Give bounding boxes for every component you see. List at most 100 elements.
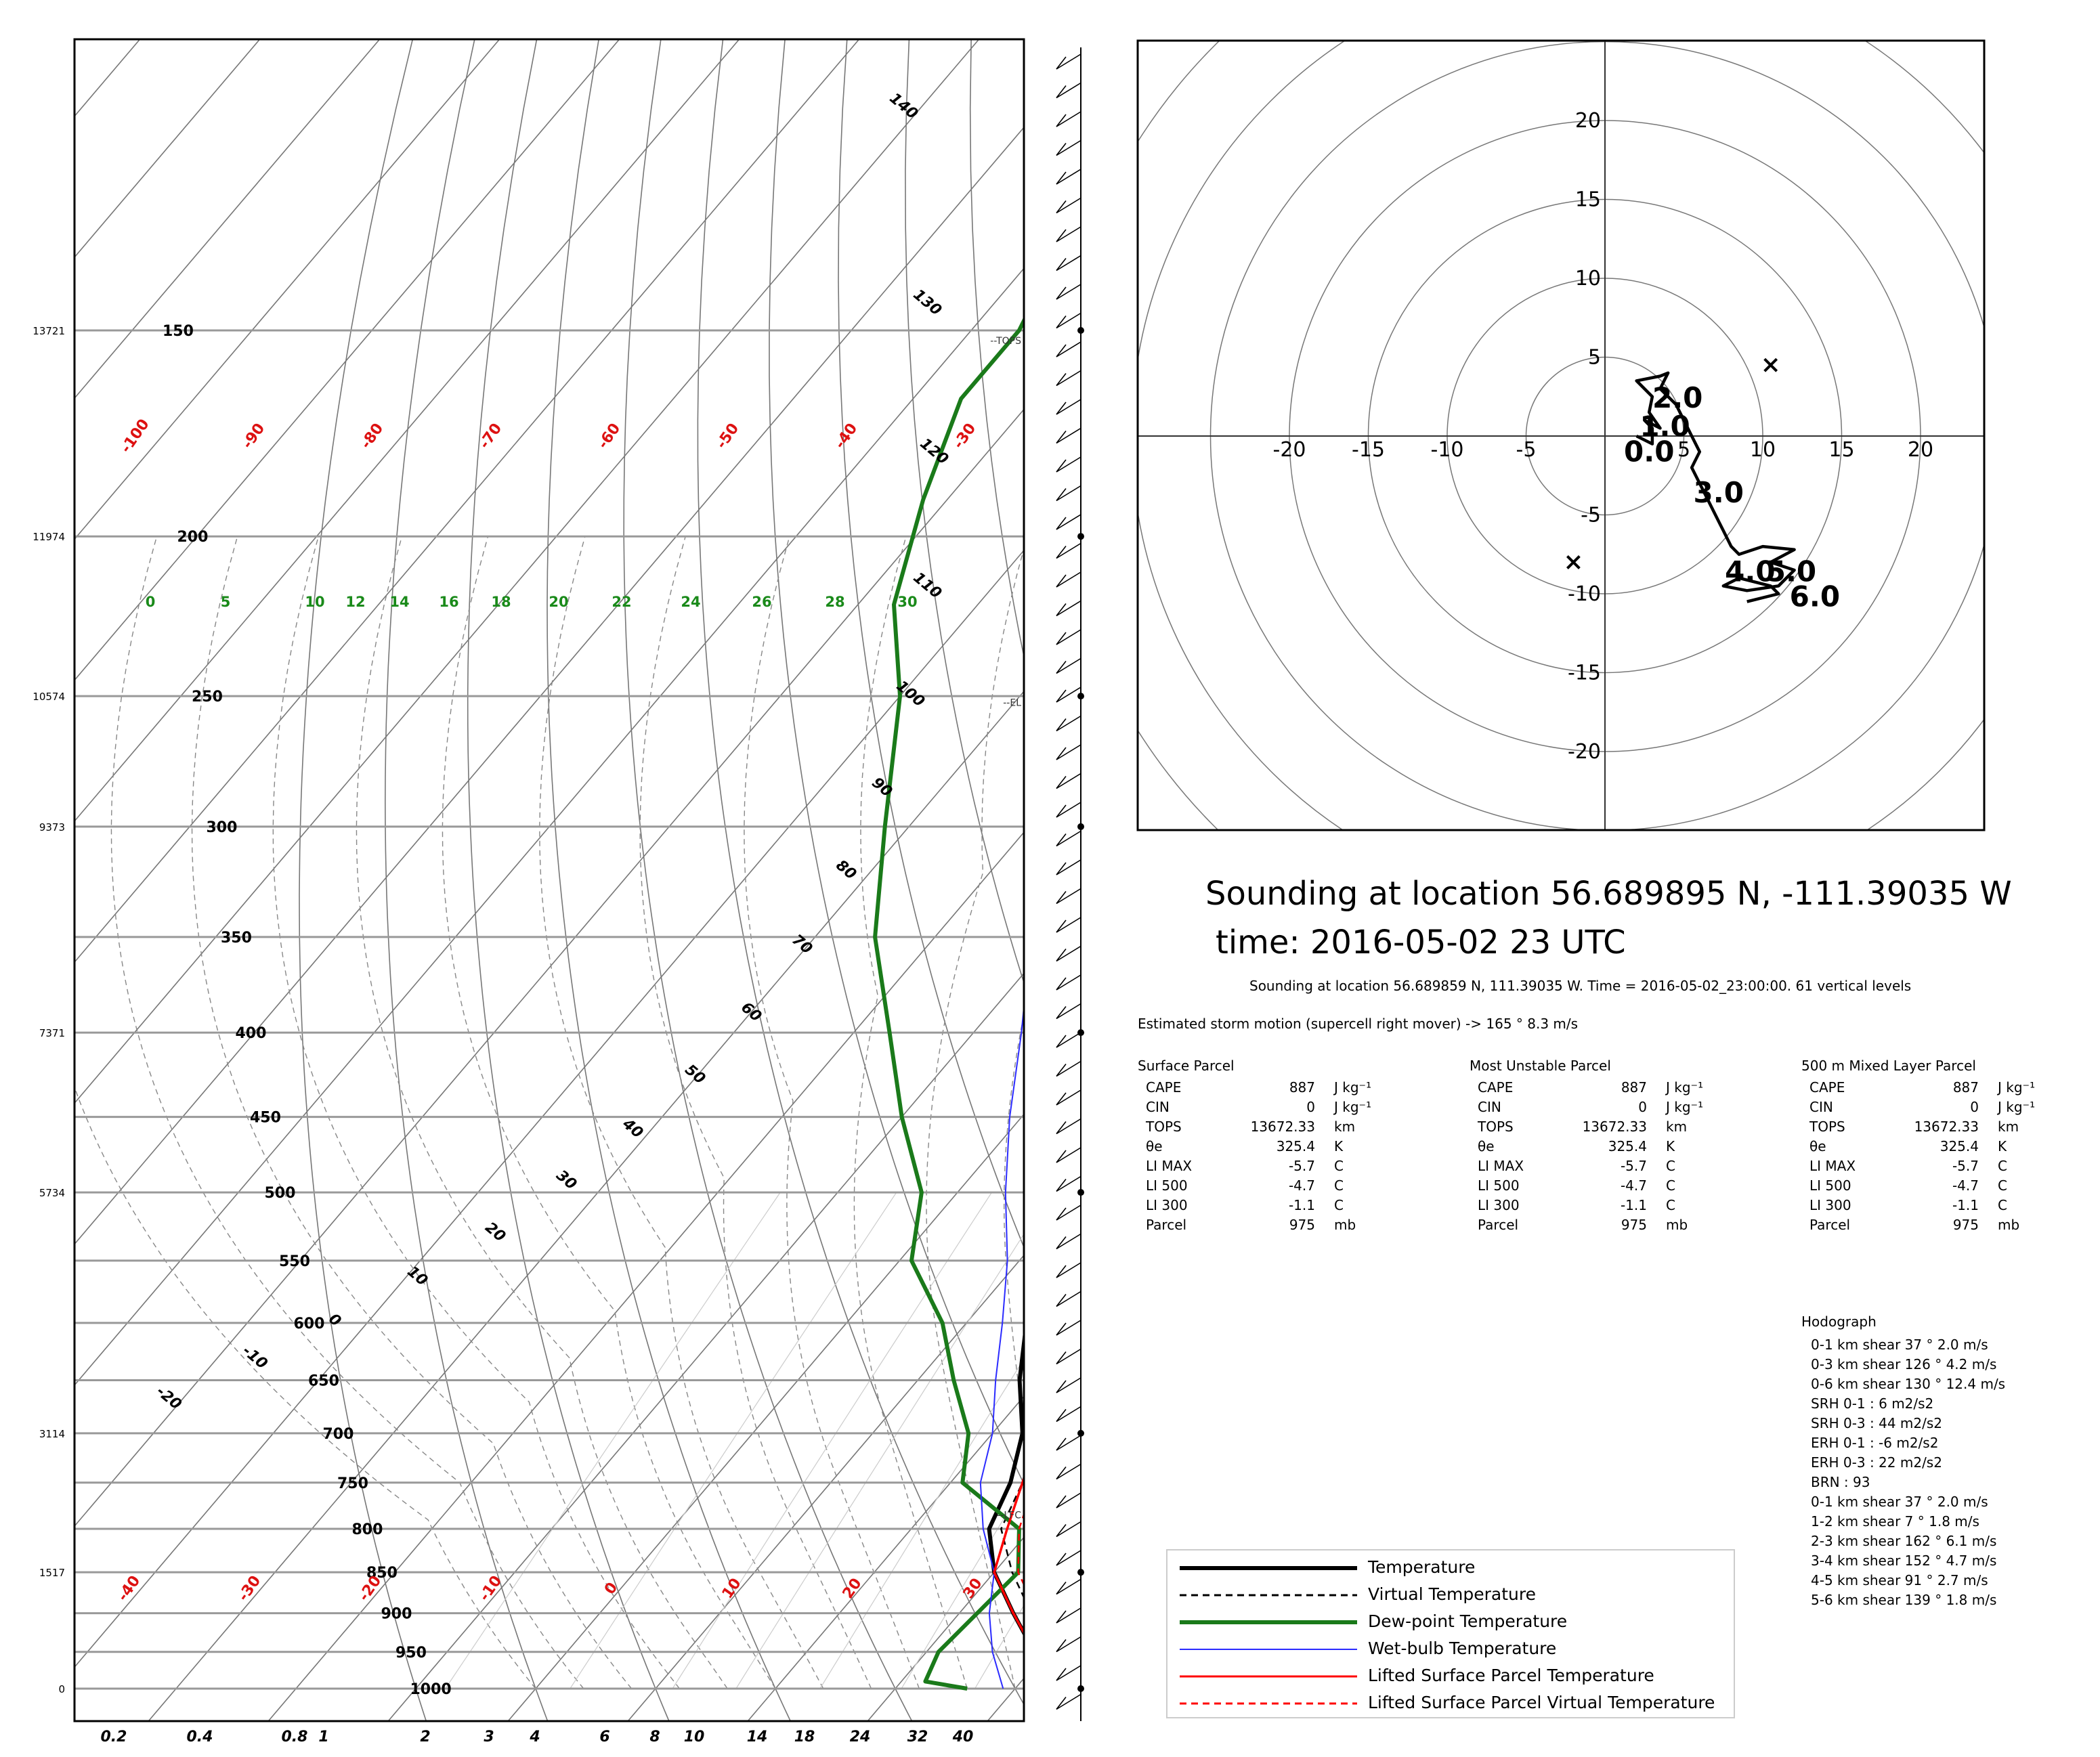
wind-barb: [1056, 1521, 1081, 1538]
wind-barb: [1056, 370, 1081, 387]
height-dot: [1077, 1569, 1084, 1576]
wind-barb: [1056, 833, 1067, 846]
parcel-row: CIN 0 J kg⁻¹: [1146, 1099, 1375, 1119]
wind-barb: [1056, 600, 1081, 617]
isotherm-label: -40: [114, 1573, 144, 1605]
surface-parcel-table: Surface Parcel CAPE 887 J kg⁻¹ CIN 0 J kg⁻¹ TO…: [1138, 1058, 1375, 1236]
isotherm-label: -10: [476, 1573, 505, 1605]
dry-adiabat-label: 10: [404, 1263, 431, 1290]
parcel-row: LI 500 -4.7 C: [1478, 1177, 1707, 1197]
legend-item: Virtual Temperature: [1167, 1583, 1734, 1610]
parcel-label: LI 300: [1809, 1197, 1851, 1213]
wind-barb: [1056, 316, 1067, 328]
parcel-label: CAPE: [1478, 1079, 1514, 1096]
hodograph-stat-line: 0-6 km shear 130 ° 12.4 m/s: [1811, 1376, 2006, 1392]
height-label: 9373: [39, 821, 65, 833]
mixing-ratio-label: 28: [825, 594, 844, 610]
hodograph-y-tick: -10: [1568, 582, 1601, 606]
dry-adiabat-line: [299, 40, 427, 1721]
parcel-row: TOPS 13672.33 km: [1809, 1119, 2038, 1138]
parcel-value: 887: [1289, 1079, 1315, 1096]
parcel-row: CAPE 887 J kg⁻¹: [1146, 1079, 1375, 1099]
wind-barb: [1056, 804, 1067, 818]
wind-barb: [1056, 56, 1067, 70]
wind-barb: [1056, 1524, 1067, 1537]
legend-item: Lifted Surface Parcel Temperature: [1167, 1664, 1734, 1691]
wind-barb: [1056, 830, 1081, 847]
wind-barb: [1056, 197, 1081, 214]
series-wet-bulb-temperature: [979, 1000, 1024, 1689]
pressure-label: 800: [352, 1521, 383, 1538]
dry-adiabat-label: 30: [553, 1167, 580, 1194]
pressure-label: 700: [323, 1426, 354, 1443]
hodograph-stats-title: Hodograph: [1801, 1314, 1877, 1330]
mixing-ratio-label: 20: [549, 594, 568, 610]
height-dot: [1077, 1429, 1084, 1437]
pressure-label: 900: [381, 1606, 412, 1623]
wind-barb: [1056, 1205, 1081, 1221]
wind-barb: [1056, 1435, 1081, 1451]
pressure-label: 550: [279, 1253, 310, 1270]
moist-adiabat-line: [272, 536, 680, 1689]
height-label: 0: [58, 1683, 65, 1695]
pressure-label: 250: [192, 689, 223, 706]
parcel-value: 13672.33: [1250, 1119, 1315, 1135]
hodograph-height-label: 5.0: [1766, 555, 1816, 588]
wind-barb: [1056, 485, 1081, 502]
wind-barb: [1056, 891, 1067, 904]
height-label: 13721: [33, 325, 65, 337]
parcel-row: TOPS 13672.33 km: [1478, 1119, 1707, 1138]
hodograph-stat-line: SRH 0-1 : 6 m2/s2: [1811, 1395, 1934, 1412]
parcel-unit: mb: [1998, 1217, 2020, 1233]
wind-barb: [1056, 1322, 1067, 1336]
dry-adiabat-line: [467, 40, 670, 1721]
wind-barb: [1056, 603, 1067, 616]
height-label: 3114: [39, 1428, 65, 1440]
parcel-label: TOPS: [1146, 1119, 1182, 1135]
dry-adiabat-line: [623, 40, 913, 1721]
parcel-label: Parcel: [1146, 1217, 1187, 1233]
parcel-unit: km: [1998, 1119, 2019, 1135]
wind-barb: [1056, 542, 1081, 559]
storm-motion-marker: [1566, 555, 1581, 569]
parcel-row: LI 300 -1.1 C: [1809, 1197, 2038, 1217]
wind-barb: [1056, 427, 1081, 444]
pressure-label: 500: [265, 1185, 296, 1202]
isotherm-label: -100: [118, 416, 153, 456]
hodograph-y-tick: 20: [1575, 109, 1601, 133]
mixing-ratio-axis-label: 0.4: [187, 1729, 213, 1745]
parcel-row: TOPS 13672.33 km: [1146, 1119, 1375, 1138]
hodograph-ring: [1138, 41, 1984, 830]
hodograph-stat-line: 0-1 km shear 37 ° 2.0 m/s: [1811, 1337, 1988, 1353]
parcel-row: LI MAX -5.7 C: [1809, 1158, 2038, 1177]
series-virtual-temperature: [1000, 1473, 1024, 1600]
level-marker: --LFC: [997, 1511, 1021, 1521]
legend-swatch: [1180, 1675, 1357, 1678]
wind-barb: [1056, 53, 1081, 70]
hodograph-stat-line: 0-3 km shear 126 ° 4.2 m/s: [1811, 1356, 1997, 1372]
wind-barb: [1056, 1121, 1067, 1134]
wind-barb: [1056, 689, 1067, 703]
wind-barb: [1056, 1351, 1067, 1364]
wind-barb: [1056, 1697, 1067, 1710]
isotherm-label: -60: [595, 420, 624, 452]
wind-barb: [1056, 1236, 1067, 1249]
wind-barb: [1056, 1089, 1081, 1106]
parcel-unit: C: [1998, 1197, 2007, 1213]
wind-barb: [1056, 1607, 1081, 1624]
wind-barb: [1056, 286, 1067, 300]
most-unstable-parcel-table: Most Unstable Parcel CAPE 887 J kg⁻¹ CIN 0 J …: [1470, 1058, 1707, 1236]
wind-barb: [1056, 488, 1067, 501]
wind-barb: [1056, 687, 1081, 703]
parcel-value: 325.4: [1608, 1138, 1647, 1154]
wind-barb: [1056, 402, 1067, 415]
mixing-ratio-label: 24: [681, 594, 700, 610]
wind-barb: [1056, 859, 1081, 875]
parcel-unit: km: [1666, 1119, 1688, 1135]
pressure-label: 150: [163, 323, 194, 340]
hodograph-x-tick: 5: [1677, 438, 1690, 462]
isotherm-line: [74, 39, 859, 963]
mixing-ratio-axis-label: 14: [747, 1729, 768, 1745]
parcel-label: TOPS: [1478, 1119, 1514, 1135]
hodograph-stat-line: 4-5 km shear 91 ° 2.7 m/s: [1811, 1572, 1988, 1588]
